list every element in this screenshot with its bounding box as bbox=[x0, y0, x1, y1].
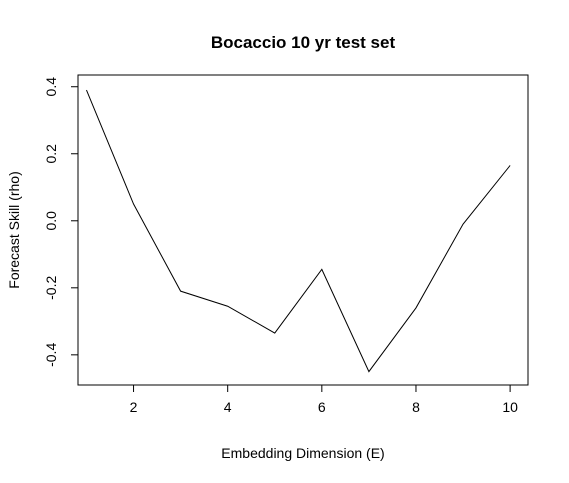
y-axis-label: Forecast Skill (rho) bbox=[6, 171, 22, 288]
x-tick-label: 8 bbox=[412, 399, 420, 415]
x-axis: 2 4 6 8 10 bbox=[130, 385, 518, 415]
series-line bbox=[86, 89, 511, 373]
y-axis: -0.4 -0.2 0.0 0.2 0.4 bbox=[43, 77, 78, 367]
y-tick-label: 0.0 bbox=[43, 211, 59, 231]
y-tick-label: -0.2 bbox=[43, 276, 59, 300]
x-tick-label: 10 bbox=[502, 399, 518, 415]
y-tick-label: -0.4 bbox=[43, 343, 59, 367]
x-tick-label: 2 bbox=[130, 399, 138, 415]
chart-title: Bocaccio 10 yr test set bbox=[211, 33, 396, 52]
x-tick-label: 6 bbox=[318, 399, 326, 415]
plot-frame bbox=[77, 74, 529, 386]
series-layer bbox=[86, 89, 511, 373]
x-axis-label: Embedding Dimension (E) bbox=[221, 445, 384, 461]
x-tick-label: 4 bbox=[224, 399, 232, 415]
y-tick-label: 0.2 bbox=[43, 144, 59, 164]
y-tick-label: 0.4 bbox=[43, 77, 59, 97]
